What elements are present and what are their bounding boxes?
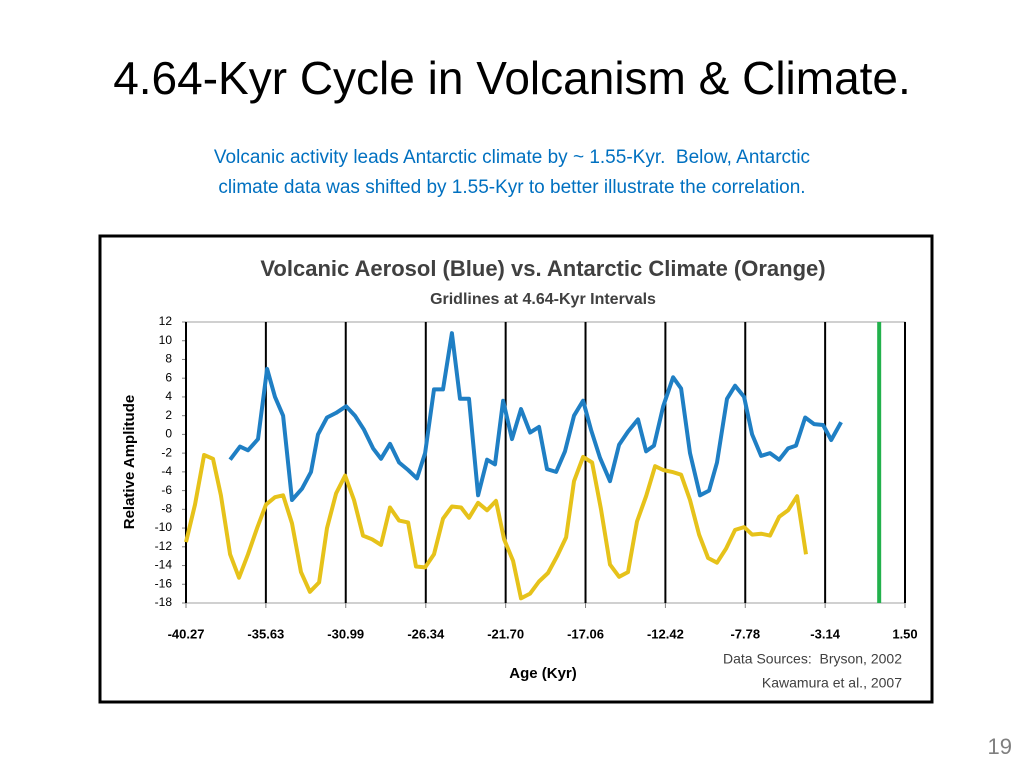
y-tick-label: -10 — [155, 520, 173, 534]
x-tick-label: -40.27 — [168, 626, 205, 641]
x-tick-label: -21.70 — [487, 626, 524, 641]
x-tick-label: -17.06 — [567, 626, 604, 641]
x-tick-label: -7.78 — [730, 626, 760, 641]
slide-title: 4.64-Kyr Cycle in Volcanism & Climate. — [113, 52, 911, 104]
y-axis-label: Relative Amplitude — [121, 395, 138, 529]
y-tick-label: -16 — [155, 576, 173, 590]
y-tick-label: -18 — [155, 595, 173, 609]
x-tick-label: -12.42 — [647, 626, 684, 641]
y-tick-label: 6 — [165, 370, 172, 384]
y-tick-label: -6 — [161, 483, 172, 497]
annotation: Kawamura et al., 2007 — [762, 675, 902, 691]
chart-subtitle: Gridlines at 4.64-Kyr Intervals — [430, 291, 656, 308]
y-tick-label: -4 — [161, 464, 172, 478]
y-tick-label: 0 — [165, 427, 172, 441]
x-tick-label: -26.34 — [407, 626, 445, 641]
y-tick-label: 2 — [165, 408, 172, 422]
y-tick-label: -8 — [161, 502, 172, 516]
y-tick-label: 8 — [165, 352, 172, 366]
series-line — [184, 453, 808, 601]
y-tick-label: 4 — [165, 389, 172, 403]
x-tick-label: -3.14 — [810, 626, 840, 641]
y-tick-label: -14 — [155, 558, 173, 572]
slide-subtitle: Volcanic activity leads Antarctic climat… — [214, 147, 810, 168]
x-axis-label: Age (Kyr) — [509, 665, 577, 682]
slide-subtitle: climate data was shifted by 1.55-Kyr to … — [218, 177, 805, 198]
y-tick-label: -2 — [161, 445, 172, 459]
x-tick-label: -30.99 — [327, 626, 364, 641]
series-line — [228, 331, 843, 502]
page-number: 19 — [988, 734, 1012, 759]
chart-title: Volcanic Aerosol (Blue) vs. Antarctic Cl… — [260, 256, 825, 281]
x-tick-label: 1.50 — [892, 626, 917, 641]
x-tick-label: -35.63 — [247, 626, 284, 641]
y-tick-label: -12 — [155, 539, 173, 553]
y-tick-label: 12 — [159, 314, 173, 328]
y-tick-label: 10 — [159, 333, 173, 347]
annotation: Data Sources: Bryson, 2002 — [723, 651, 902, 667]
